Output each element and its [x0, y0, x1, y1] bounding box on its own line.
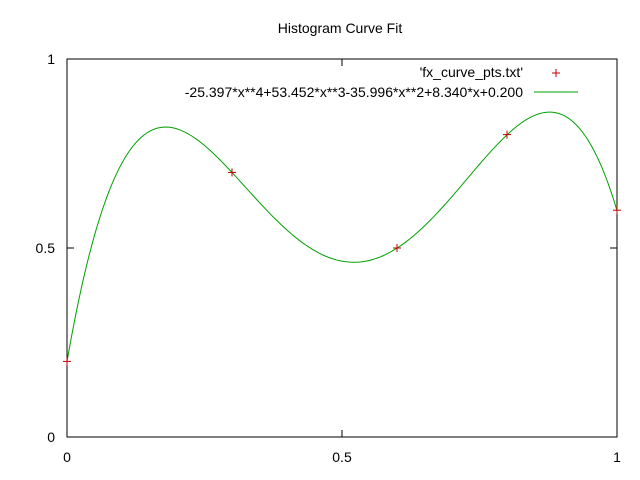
chart-title: Histogram Curve Fit: [278, 20, 403, 36]
legend-marker-points: [552, 69, 560, 77]
data-point: [228, 168, 236, 177]
data-point: [393, 244, 401, 252]
y-tick-label: 0.5: [36, 240, 56, 256]
tick-marks: [66, 58, 618, 438]
y-tick-label: 1: [47, 51, 55, 67]
legend-label-fit: -25.397*x**4+53.452*x**3-35.996*x**2+8.3…: [185, 84, 523, 100]
data-point: [613, 206, 621, 215]
data-point: [503, 130, 511, 139]
x-tick-label: 0: [63, 449, 71, 465]
tick-labels: 0 0.5 1 0 0.5 1: [36, 51, 622, 465]
y-tick-label: 0: [47, 429, 55, 445]
series-line-group: [66, 111, 618, 362]
x-tick-label: 1: [613, 449, 621, 465]
data-point: [63, 357, 71, 366]
fit-curve: [66, 111, 618, 362]
legend-plus-marker: [552, 69, 560, 77]
legend: 'fx_curve_pts.txt' -25.397*x**4+53.452*x…: [185, 64, 578, 100]
legend-label-points: 'fx_curve_pts.txt': [420, 64, 523, 80]
x-tick-label: 0.5: [332, 449, 352, 465]
series-points-group: [63, 130, 621, 366]
